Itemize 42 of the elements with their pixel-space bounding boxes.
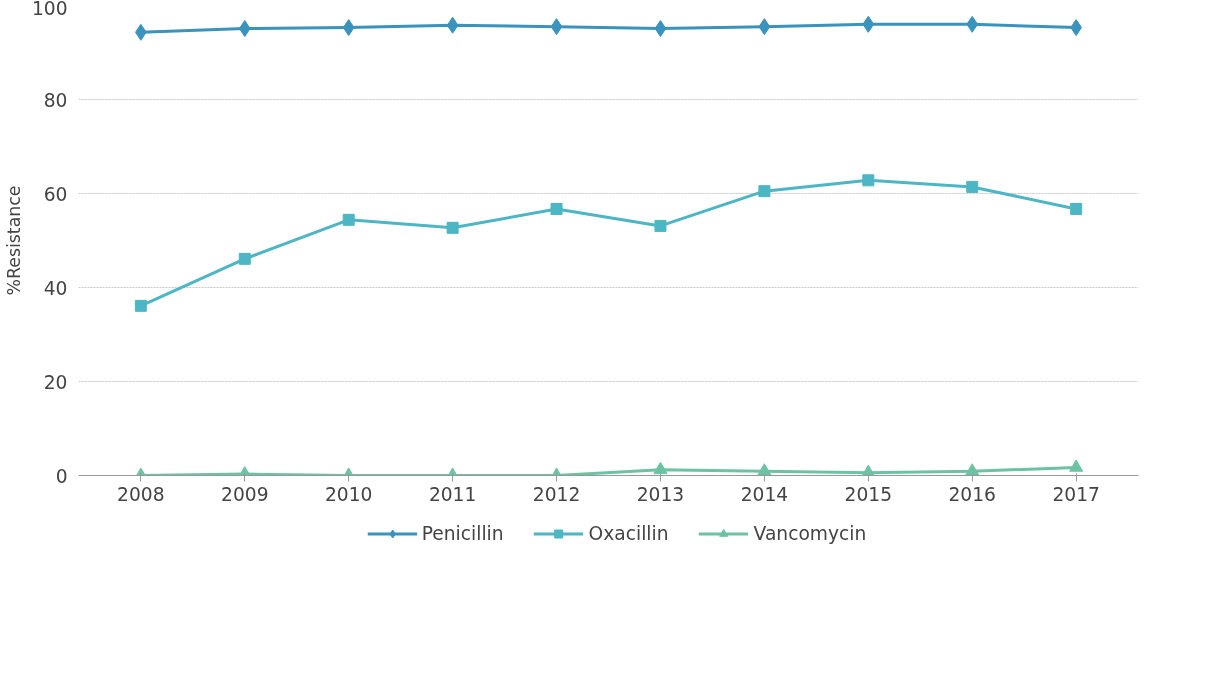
point: [862, 174, 875, 187]
point: [342, 213, 355, 226]
x-tick-label: 2014: [740, 483, 789, 505]
point: [654, 219, 667, 232]
point: [862, 15, 875, 33]
x-tick-label: 2009: [221, 483, 269, 505]
point: [134, 299, 147, 312]
y-axis-title: %Resistance: [3, 185, 24, 296]
point: [550, 203, 563, 216]
point: [654, 20, 667, 38]
point: [758, 18, 771, 36]
point: [965, 463, 980, 476]
point: [758, 185, 771, 198]
point: [446, 16, 459, 34]
y-tick-label: 100: [31, 0, 68, 19]
x-tick-label: 2017: [1052, 483, 1100, 505]
y-tick-label: 20: [43, 371, 68, 393]
point: [653, 461, 668, 475]
y-tick-label: 80: [43, 89, 68, 111]
x-tick-label: 2012: [532, 483, 581, 505]
point: [446, 221, 459, 234]
point: [966, 180, 979, 193]
x-tick-label: 2011: [428, 483, 477, 505]
x-tick-label: 2008: [117, 483, 165, 505]
y-tick-label: 0: [55, 465, 68, 487]
point: [966, 15, 979, 33]
point: [238, 20, 251, 38]
x-tick-label: 2010: [324, 483, 373, 505]
x-tick-label: 2016: [948, 483, 996, 505]
point: [550, 18, 563, 36]
point: [757, 463, 772, 476]
legend-label: Penicillin: [421, 522, 504, 544]
y-tick-label: 40: [43, 277, 68, 299]
point: [238, 252, 251, 265]
point: [1069, 459, 1084, 472]
point: [342, 19, 355, 37]
legend-label: Vancomycin: [753, 522, 867, 544]
point: [1070, 203, 1083, 216]
y-tick-label: 60: [43, 183, 68, 205]
x-tick-label: 2015: [844, 483, 893, 505]
x-tick-label: 2013: [636, 483, 685, 505]
legend-label: Oxacillin: [588, 522, 669, 544]
